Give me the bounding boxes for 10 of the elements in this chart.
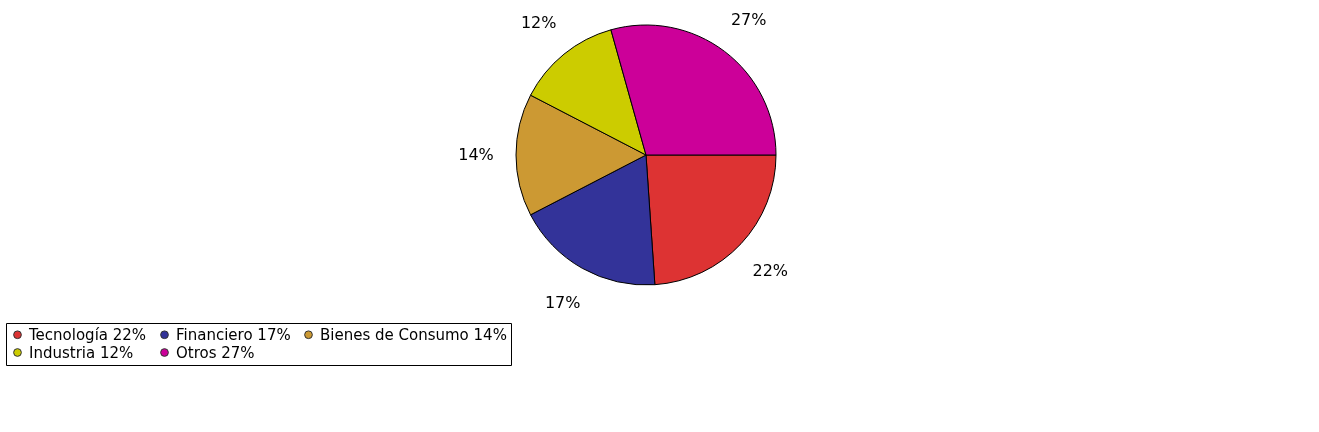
- legend-label: Tecnología 22%: [28, 325, 147, 344]
- legend-label: Otros 27%: [176, 343, 255, 362]
- data-label: 12%: [520, 13, 557, 33]
- legend-label: Financiero 17%: [176, 325, 291, 344]
- legend-label: Industria 12%: [29, 343, 134, 362]
- data-label: 27%: [730, 9, 767, 29]
- data-label: 14%: [458, 145, 494, 164]
- data-label: 17%: [544, 293, 581, 313]
- data-label: 22%: [752, 261, 789, 281]
- legend-label: Bienes de Consumo 14%: [320, 325, 507, 344]
